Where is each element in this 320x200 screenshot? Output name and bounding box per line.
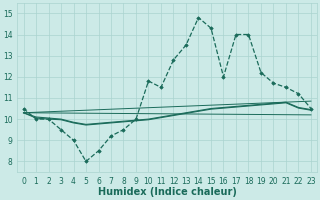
X-axis label: Humidex (Indice chaleur): Humidex (Indice chaleur) [98, 187, 237, 197]
